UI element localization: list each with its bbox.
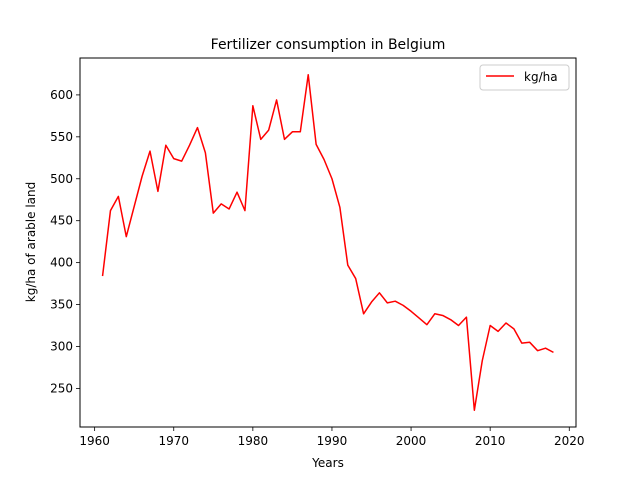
- plot-area: [80, 58, 576, 427]
- x-tick-label: 2000: [396, 434, 427, 448]
- series-layer: [101, 74, 554, 411]
- y-axis-label: kg/ha of arable land: [24, 182, 38, 302]
- plot-frame: [79, 57, 577, 428]
- legend-box: [479, 64, 570, 91]
- x-tick-label: 2010: [475, 434, 506, 448]
- series-line: [101, 74, 554, 411]
- y-tick-label: 400: [50, 256, 73, 270]
- y-tick-label: 500: [50, 172, 73, 186]
- legend-label: kg/ha: [524, 70, 558, 84]
- x-tick-label: 1970: [158, 434, 189, 448]
- chart-title: Fertilizer consumption in Belgium: [211, 37, 446, 53]
- y-tick-label: 250: [50, 381, 73, 395]
- x-tick-label: 2020: [554, 434, 585, 448]
- y-axis: 250 300 350 400 450 500 550 600: [50, 88, 80, 395]
- y-tick-label: 300: [50, 339, 73, 353]
- y-tick-label: 550: [50, 130, 73, 144]
- x-tick-label: 1980: [238, 434, 269, 448]
- y-tick-label: 600: [50, 88, 73, 102]
- x-tick-label: 1960: [79, 434, 110, 448]
- x-axis: 1960 1970 1980 1990 2000 2010 2020: [79, 427, 585, 448]
- y-tick-label: 350: [50, 298, 73, 312]
- x-axis-label: Years: [311, 456, 344, 470]
- y-tick-label: 450: [50, 214, 73, 228]
- legend: kg/ha: [479, 64, 570, 91]
- x-tick-label: 1990: [317, 434, 348, 448]
